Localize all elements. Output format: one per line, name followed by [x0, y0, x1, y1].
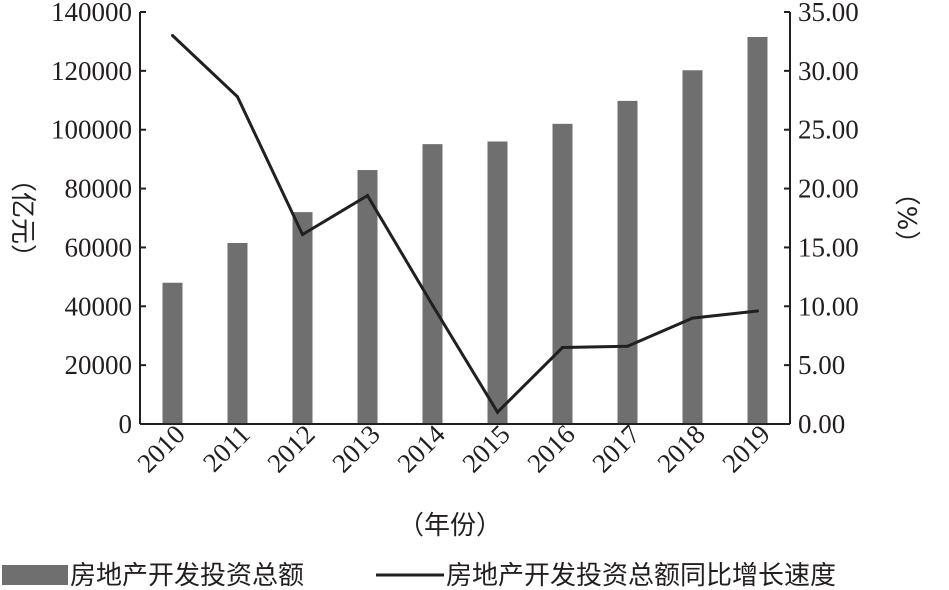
growth-point-2015 — [496, 410, 499, 414]
growth-rate-line — [171, 34, 758, 415]
right-tick-label: 25.00 — [798, 115, 859, 145]
x-tick-label: 2010 — [131, 419, 190, 478]
right-tick-label: 0.00 — [798, 409, 845, 439]
bar-2016 — [552, 123, 573, 424]
right-y-axis-title: （%） — [891, 180, 921, 257]
bar-2017 — [617, 100, 638, 425]
right-tick-label: 15.00 — [798, 232, 859, 262]
x-tick-label: 2016 — [521, 419, 580, 478]
legend: 房地产开发投资总额 房地产开发投资总额同比增长速度 — [2, 561, 836, 590]
bar-2013 — [357, 170, 378, 424]
left-tick-label: 100000 — [51, 115, 132, 145]
growth-point-2016 — [561, 345, 564, 349]
right-tick-label: 35.00 — [798, 0, 859, 27]
right-tick-label: 20.00 — [798, 174, 859, 204]
left-tick-label: 40000 — [65, 291, 133, 321]
left-y-axis-title: （亿元） — [7, 166, 37, 270]
growth-point-2019 — [756, 309, 759, 313]
x-tick-label: 2017 — [586, 419, 645, 478]
right-tick-label: 30.00 — [798, 56, 859, 86]
right-tick-label: 10.00 — [798, 291, 859, 321]
left-tick-label: 60000 — [65, 232, 133, 262]
left-tick-label: 80000 — [65, 174, 133, 204]
x-tick-label: 2019 — [716, 419, 775, 478]
x-tick-label: 2011 — [197, 419, 256, 478]
x-tick-label: 2014 — [391, 419, 451, 479]
left-tick-label: 140000 — [51, 0, 132, 27]
bar-2018 — [682, 70, 703, 425]
bar-2012 — [292, 212, 313, 424]
growth-point-2013 — [366, 194, 369, 198]
growth-point-2012 — [301, 232, 304, 236]
x-tick-label: 2015 — [456, 419, 515, 478]
growth-point-2017 — [626, 344, 629, 348]
growth-line-group — [171, 34, 759, 415]
legend-bar-label: 房地产开发投资总额 — [70, 561, 304, 590]
legend-bar-swatch — [2, 565, 68, 585]
x-tick-label: 2012 — [261, 419, 320, 478]
right-tick-label: 5.00 — [798, 350, 845, 380]
x-tick-label: 2018 — [651, 419, 710, 478]
bar-2014 — [422, 144, 443, 425]
left-y-ticks: 0 20000 40000 60000 80000 100000 120000 140000 — [51, 0, 146, 439]
growth-point-2014 — [431, 303, 434, 307]
bar-2010 — [162, 282, 183, 424]
x-axis-title: （年份） — [398, 511, 502, 541]
x-tick-label: 2013 — [326, 419, 385, 478]
left-tick-label: 0 — [119, 409, 133, 439]
growth-point-2010 — [171, 34, 174, 38]
bar-2011 — [227, 243, 248, 424]
right-y-ticks: 0.00 5.00 10.00 15.00 20.00 25.00 30.00 35.00 — [784, 0, 859, 439]
x-ticks: 2010 2011 2012 2013 2014 2015 2016 2017 2018 2019 — [131, 419, 775, 479]
legend-line-label: 房地产开发投资总额同比增长速度 — [446, 561, 836, 590]
bars-group — [162, 37, 768, 425]
left-tick-label: 120000 — [51, 56, 132, 86]
growth-point-2018 — [691, 316, 694, 320]
bar-2015 — [487, 141, 508, 424]
left-tick-label: 20000 — [65, 350, 133, 380]
bar-2019 — [747, 37, 768, 425]
growth-point-2011 — [236, 95, 239, 99]
